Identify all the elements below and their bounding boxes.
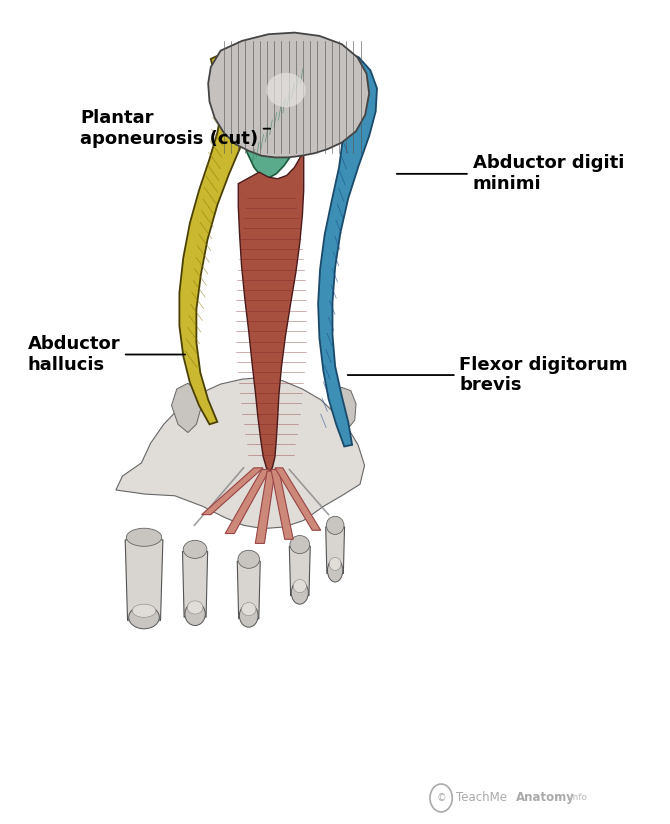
Polygon shape xyxy=(289,546,310,596)
Polygon shape xyxy=(271,470,293,539)
Polygon shape xyxy=(255,471,275,543)
Ellipse shape xyxy=(242,602,256,616)
Ellipse shape xyxy=(129,606,159,629)
Text: Plantar
aponeurosis (cut): Plantar aponeurosis (cut) xyxy=(80,110,270,148)
Polygon shape xyxy=(237,54,319,178)
Ellipse shape xyxy=(291,581,308,604)
Text: Anatomy: Anatomy xyxy=(517,792,576,804)
Polygon shape xyxy=(116,377,364,529)
Text: ©: © xyxy=(436,793,446,803)
Text: TeachMe: TeachMe xyxy=(456,792,507,804)
Polygon shape xyxy=(125,540,163,620)
Polygon shape xyxy=(331,387,356,428)
Ellipse shape xyxy=(238,550,259,569)
Polygon shape xyxy=(237,561,260,619)
Polygon shape xyxy=(301,50,377,447)
Ellipse shape xyxy=(239,604,258,627)
Polygon shape xyxy=(275,468,321,531)
Ellipse shape xyxy=(127,528,161,546)
Ellipse shape xyxy=(132,604,156,617)
Ellipse shape xyxy=(267,73,306,107)
Text: .info: .info xyxy=(567,794,588,803)
Ellipse shape xyxy=(328,559,343,582)
Text: Abductor digiti
minimi: Abductor digiti minimi xyxy=(397,154,624,194)
Polygon shape xyxy=(182,551,208,617)
Ellipse shape xyxy=(290,536,310,554)
Ellipse shape xyxy=(293,579,306,592)
Text: Flexor digitorum
brevis: Flexor digitorum brevis xyxy=(348,356,628,395)
Text: Abductor
hallucis: Abductor hallucis xyxy=(27,335,185,374)
Ellipse shape xyxy=(184,541,207,559)
Polygon shape xyxy=(326,527,344,574)
Ellipse shape xyxy=(326,517,344,535)
Ellipse shape xyxy=(329,557,341,570)
Polygon shape xyxy=(172,383,201,433)
Polygon shape xyxy=(180,52,261,424)
Polygon shape xyxy=(239,116,305,471)
Ellipse shape xyxy=(185,602,205,625)
Polygon shape xyxy=(225,470,270,534)
Polygon shape xyxy=(202,468,263,515)
Ellipse shape xyxy=(187,601,203,614)
Polygon shape xyxy=(208,33,369,157)
